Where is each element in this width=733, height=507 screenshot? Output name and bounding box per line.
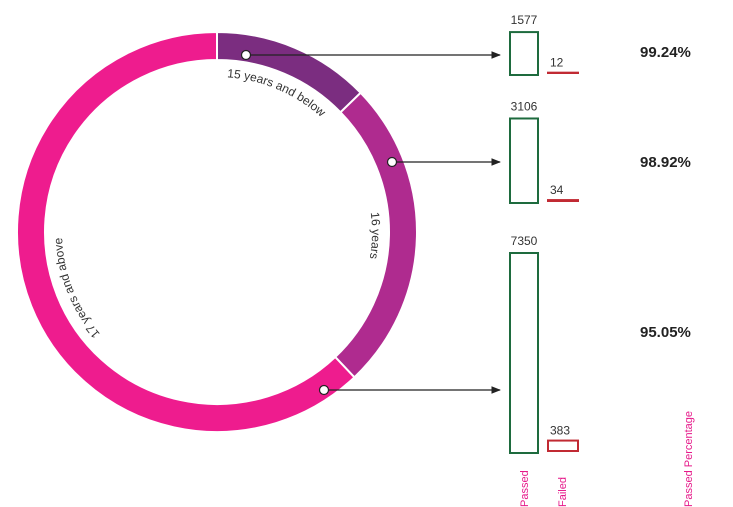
segment-label-path: 16 years: [367, 211, 383, 260]
failed-value: 34: [550, 183, 564, 197]
passed-percentage: 99.24%: [640, 44, 691, 61]
passed-value: 7350: [511, 234, 538, 248]
segment-label: 16 years: [367, 211, 383, 260]
passed-bar: [509, 31, 539, 76]
passed-percentage: 95.05%: [640, 324, 691, 341]
arrow-dot: [240, 49, 252, 61]
passed-value: 3106: [511, 99, 538, 113]
passed-percentage: 98.92%: [640, 154, 691, 171]
failed-value: 383: [550, 424, 570, 438]
failed-value: 12: [550, 56, 564, 70]
passed-value: 1577: [511, 13, 538, 27]
arrow-dot: [386, 156, 398, 168]
passed-bar: [509, 252, 539, 454]
axis-label: Passed: [519, 470, 531, 507]
axis-label: Failed: [557, 477, 569, 507]
failed-bar: [547, 199, 579, 202]
passed-bar: [509, 117, 539, 204]
failed-bar: [547, 439, 579, 452]
arrow-dot: [318, 384, 330, 396]
axis-label: Passed Percentage: [683, 411, 695, 507]
